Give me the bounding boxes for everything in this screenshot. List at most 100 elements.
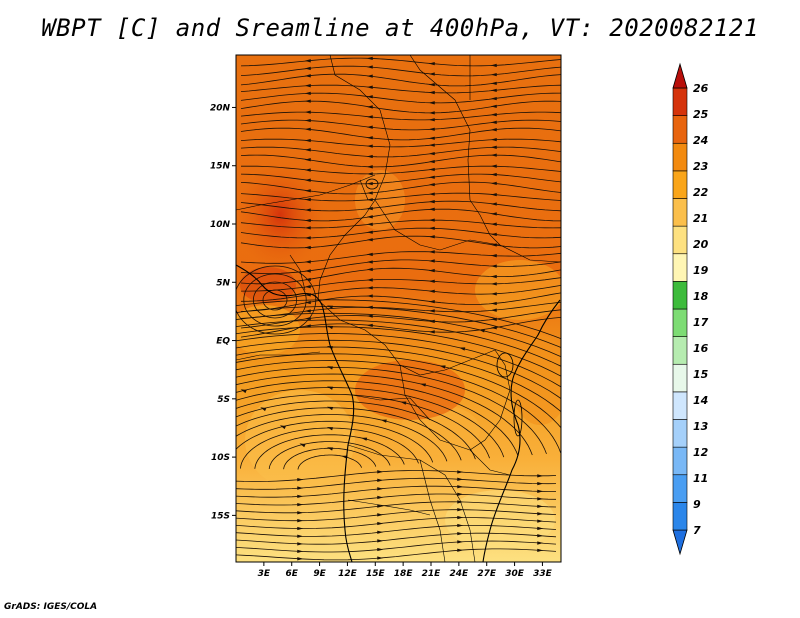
streamline [236, 548, 557, 561]
streamline [268, 441, 391, 470]
streamline-arrow [297, 486, 304, 490]
colorbar-box [672, 170, 688, 199]
lon-tick-label: 18E [394, 569, 414, 579]
streamline [236, 532, 557, 545]
lon-tick-label: 21E [422, 569, 442, 579]
streamline-arrow [428, 159, 435, 164]
streamline [236, 407, 462, 461]
streamline-arrow [377, 513, 384, 517]
colorbar-label: 20 [693, 238, 709, 251]
streamline-arrow [490, 282, 497, 286]
streamline-arrow [428, 136, 435, 140]
streamline-arrow [304, 74, 311, 78]
streamline [240, 173, 561, 185]
streamline-arrow [304, 99, 311, 103]
lat-tick-label: 10N [210, 220, 231, 230]
streamline-arrow [297, 519, 304, 523]
streamline-arrow [490, 274, 497, 279]
streamline-arrow [490, 301, 497, 306]
lon-tick-label: 27E [477, 569, 497, 579]
streamline [236, 525, 557, 537]
streamline-arrow [490, 292, 497, 296]
streamline [240, 267, 561, 285]
streamline-arrow [366, 65, 373, 69]
streamline-arrow [366, 286, 373, 290]
colorbar: 7 9 11 12 13 14 15 16 17 18 19 20 21 22 23 24 25 26 [672, 62, 709, 556]
streamline-arrow [366, 191, 373, 195]
streamline-arrow [299, 443, 306, 448]
streamline-arrow [428, 118, 435, 122]
streamline-arrow [366, 182, 373, 186]
streamline-arrow [304, 66, 311, 71]
longitude-axis: 3E 6E 9E 12E 15E 18E 21E 24E 27E 30E 33E [258, 562, 553, 579]
streamline-arrow [457, 492, 464, 496]
streamline-arrow [490, 88, 497, 93]
colorbar-box [672, 281, 688, 310]
colorbar-box [672, 253, 688, 282]
streamline-arrow [490, 96, 497, 101]
lon-tick-label: 3E [258, 569, 271, 579]
streamline-arrow [428, 207, 435, 211]
streamline-arrow [457, 548, 464, 552]
colorbar-label: 7 [693, 524, 701, 537]
streamline [236, 420, 434, 463]
streamline [240, 84, 561, 94]
colorbar-label: 18 [693, 290, 709, 303]
streamline-arrow [428, 61, 435, 66]
streamline-arrow [304, 84, 311, 88]
streamline-arrow [537, 548, 544, 553]
streamline-arrow [304, 324, 311, 328]
streamline-arrow [366, 125, 373, 129]
streamline-arrow [366, 136, 373, 140]
colorbar-label: 12 [693, 446, 709, 459]
streamline-arrow [304, 189, 311, 193]
colorbar-box [672, 419, 688, 448]
streamline [240, 227, 561, 239]
streamline-arrow [459, 347, 466, 351]
streamline-arrow [537, 512, 544, 516]
colorbar-box [672, 391, 688, 420]
streamline-arrow [490, 137, 497, 142]
streamline-arrow [428, 90, 435, 95]
streamline-arrow [297, 511, 304, 515]
streamline-arrow [304, 277, 311, 282]
streamline-arrow [428, 200, 435, 204]
streamline-arrow [457, 540, 464, 544]
lon-tick-label: 30E [505, 569, 525, 579]
colorbar-label: 16 [693, 342, 709, 355]
lat-tick-label: 10S [211, 453, 230, 463]
streamline-arrow [304, 300, 311, 305]
streamline-arrow [377, 478, 384, 482]
streamline-arrow [304, 197, 311, 202]
streamline-arrow [297, 494, 304, 499]
streamline-arrow [182, 335, 188, 339]
streamline [240, 65, 561, 77]
streamline-arrow [297, 477, 304, 482]
streamline [236, 373, 533, 456]
streamline-arrow [490, 120, 497, 124]
streamline [240, 146, 561, 158]
streamline-arrow [490, 192, 497, 197]
streamline-arrow [428, 218, 435, 222]
streamline-arrow [366, 278, 373, 282]
streamline [254, 434, 405, 469]
streamline-arrow [304, 118, 311, 123]
streamline-arrow [457, 470, 464, 474]
colorbar-box [672, 225, 688, 255]
streamline-arrow [201, 353, 207, 357]
streamline-arrow [537, 519, 544, 523]
streamline-arrow [304, 59, 311, 63]
streamline [240, 92, 561, 104]
streamline-arrow [377, 547, 384, 552]
colorbar-label: 17 [693, 316, 709, 329]
streamline [236, 326, 561, 377]
streamline-arrow [490, 104, 497, 109]
streamline-arrow [457, 485, 464, 489]
streamline-arrow [490, 72, 497, 77]
streamline-arrow [490, 264, 497, 268]
streamline-arrow [537, 504, 544, 509]
streamline [236, 485, 556, 498]
streamline-arrow [428, 175, 435, 179]
streamline-arrow [490, 181, 497, 186]
streamline [240, 165, 561, 175]
